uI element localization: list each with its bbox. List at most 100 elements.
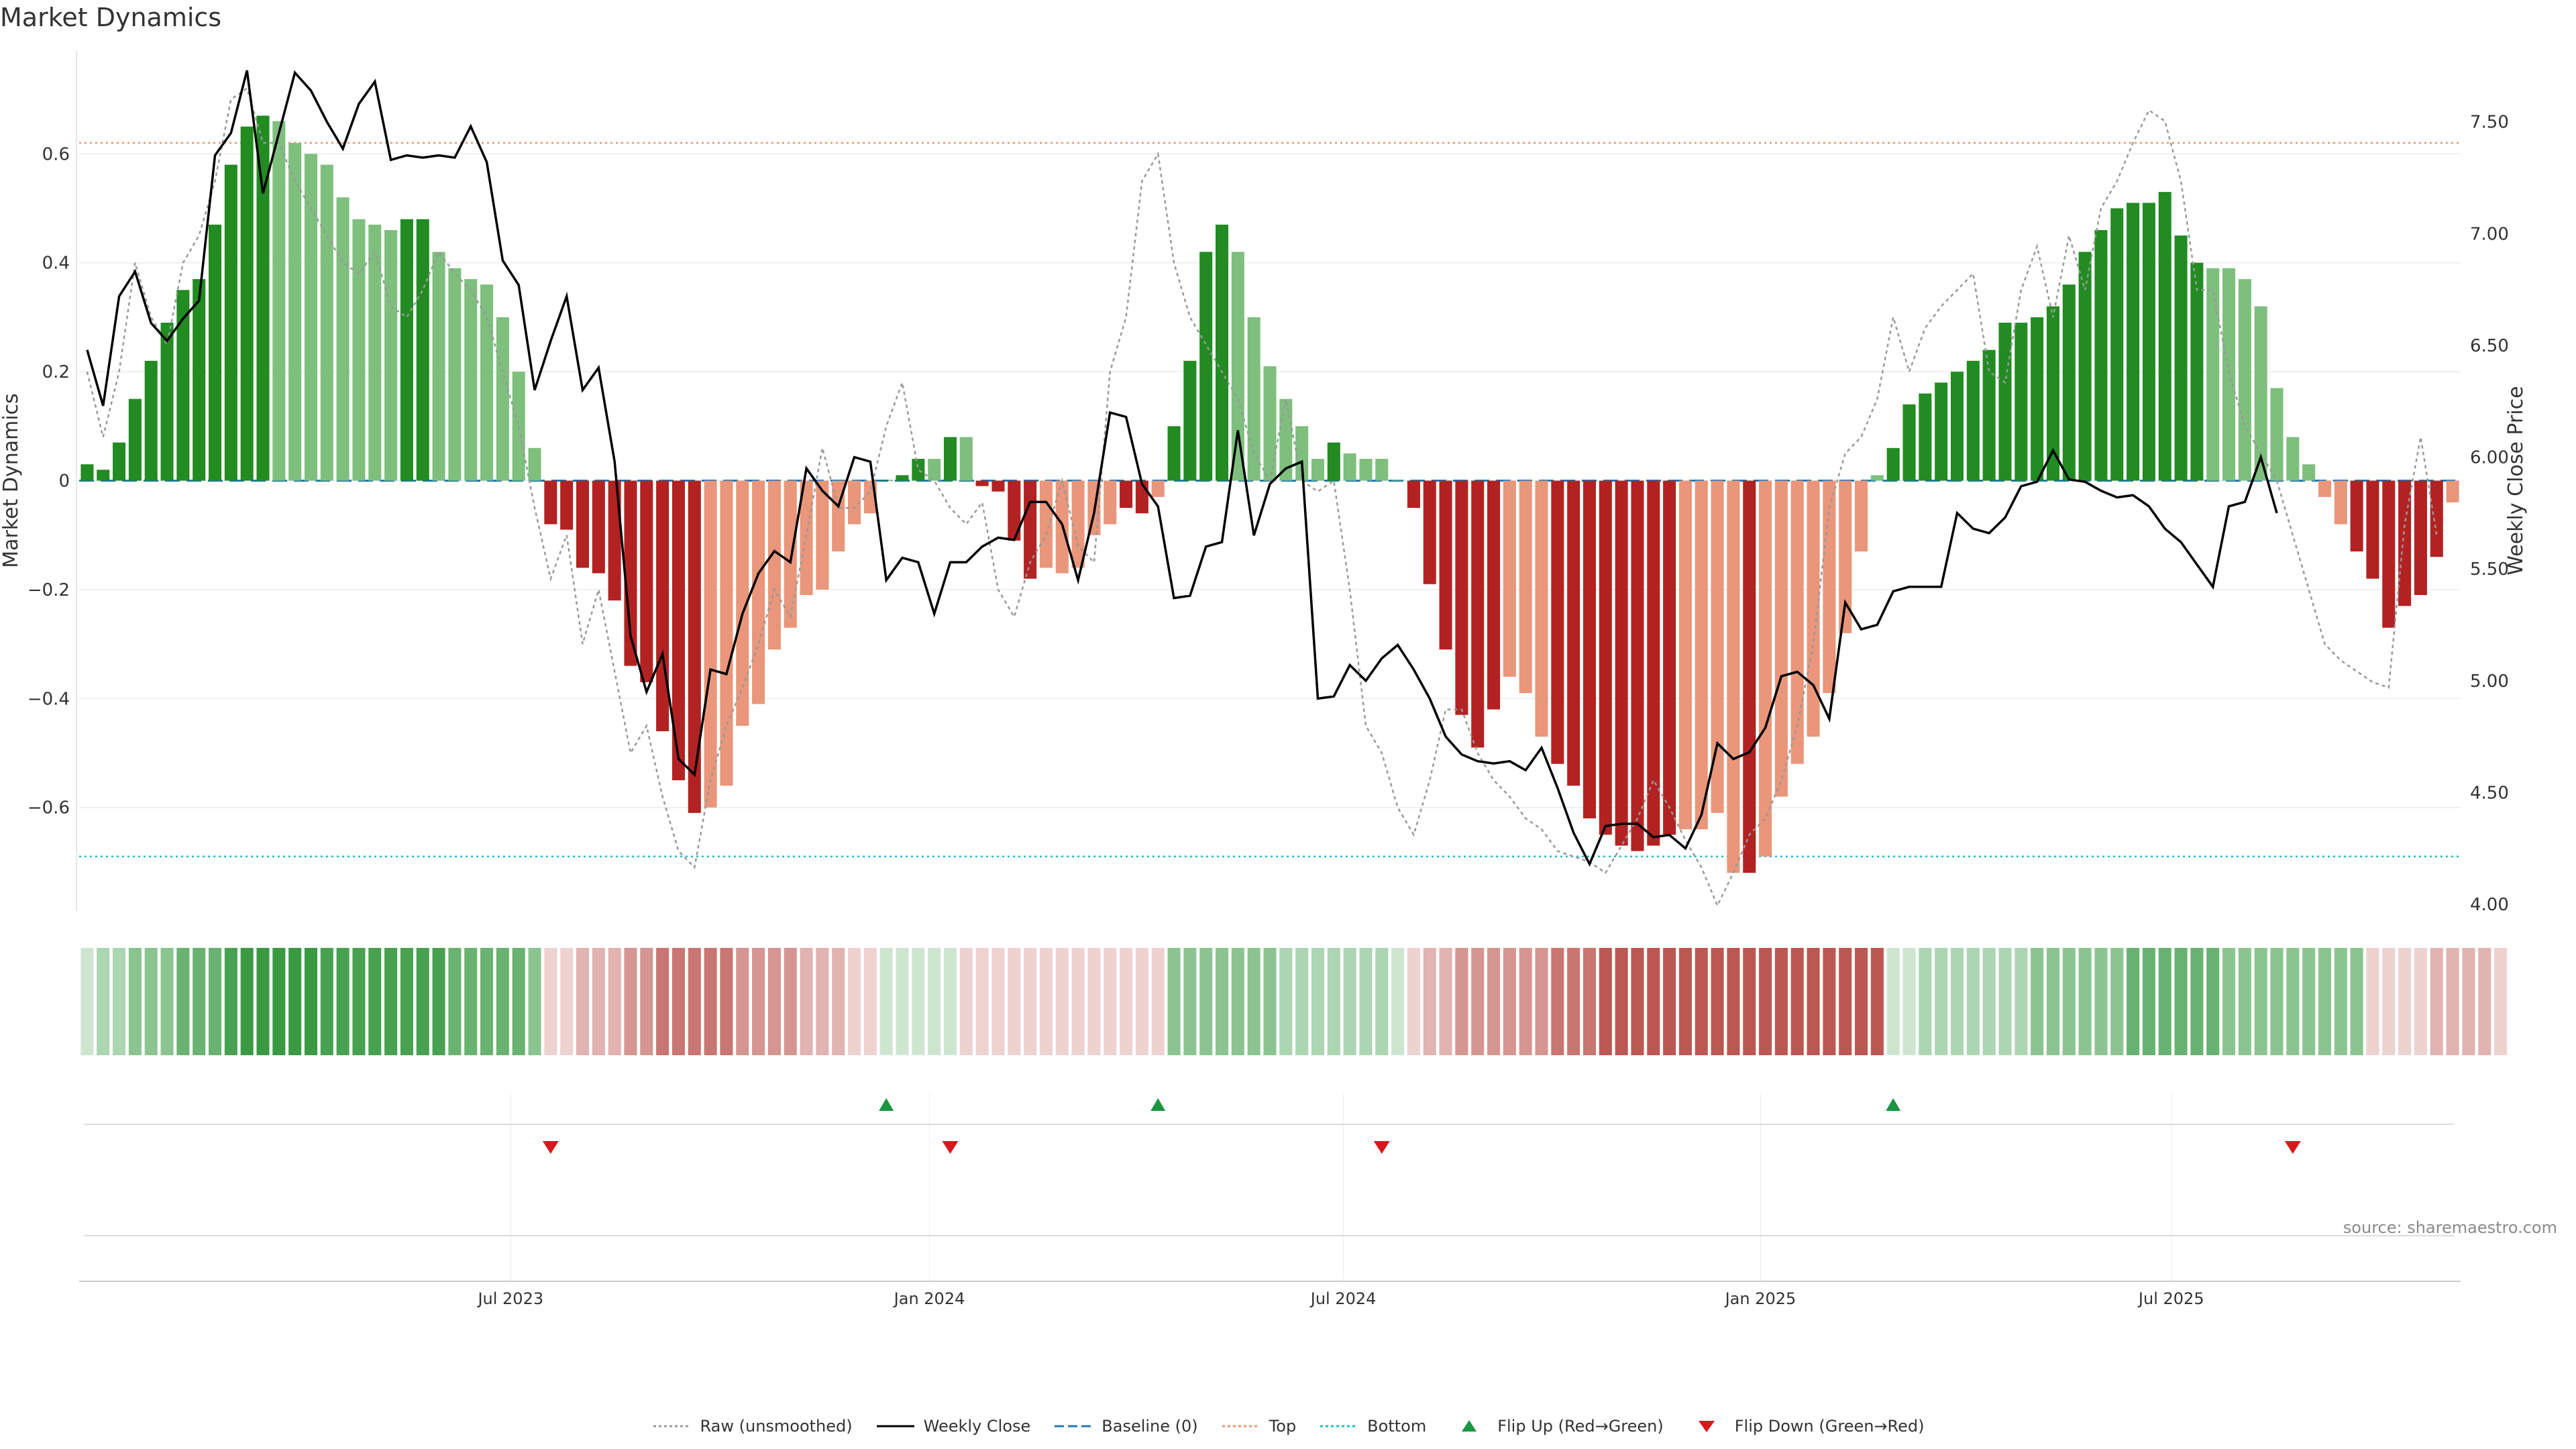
strip-cell bbox=[448, 948, 462, 1055]
strip-cell bbox=[1135, 948, 1148, 1055]
strip-cell bbox=[1727, 948, 1740, 1055]
bar bbox=[688, 480, 701, 813]
y-tick-label: 0 bbox=[58, 472, 70, 492]
strip-cell bbox=[1870, 948, 1884, 1055]
bar bbox=[592, 480, 605, 574]
strip-cell bbox=[1647, 948, 1660, 1055]
legend-label: Weekly Close bbox=[923, 1417, 1031, 1436]
strip-cell bbox=[1695, 948, 1708, 1055]
y2-tick-label: 6.50 bbox=[2470, 336, 2509, 356]
strip-cell bbox=[2494, 948, 2508, 1055]
bar bbox=[975, 480, 989, 486]
bar bbox=[1024, 480, 1037, 579]
strip-cell bbox=[1311, 948, 1325, 1055]
bar bbox=[672, 480, 685, 781]
bar bbox=[1455, 480, 1468, 715]
bar bbox=[576, 480, 590, 568]
legend-swatch bbox=[1698, 1421, 1715, 1432]
strip-cell bbox=[863, 948, 877, 1055]
strip-cell bbox=[2174, 948, 2188, 1055]
bar bbox=[160, 323, 174, 481]
legend-label: Top bbox=[1269, 1417, 1297, 1436]
strip-cell bbox=[2062, 948, 2076, 1055]
strip-cell bbox=[2206, 948, 2220, 1055]
bar bbox=[1599, 480, 1612, 835]
bar bbox=[1439, 480, 1452, 650]
strip-cell bbox=[672, 948, 685, 1055]
strip-cell bbox=[1455, 948, 1468, 1055]
strip-cell bbox=[1104, 948, 1117, 1055]
bar bbox=[272, 121, 286, 481]
bar bbox=[2078, 252, 2092, 481]
x-tick-label: Jul 2025 bbox=[2137, 1289, 2204, 1308]
bar bbox=[928, 459, 941, 481]
bar bbox=[1008, 480, 1021, 541]
strip-cell bbox=[1599, 948, 1612, 1055]
bar bbox=[1759, 480, 1772, 857]
bar bbox=[1104, 480, 1117, 525]
bar bbox=[1582, 480, 1597, 818]
strip-cell bbox=[688, 948, 701, 1055]
strip-cell bbox=[1295, 948, 1309, 1055]
strip-cell bbox=[1886, 948, 1900, 1055]
bar bbox=[2430, 480, 2443, 557]
bar bbox=[1790, 480, 1804, 764]
legend-item: Weekly Close bbox=[875, 1417, 1031, 1436]
bar bbox=[608, 480, 621, 601]
strip-cell bbox=[193, 948, 206, 1055]
strip-cell bbox=[1631, 948, 1644, 1055]
strip-cell bbox=[1839, 948, 1852, 1055]
strip-cell bbox=[2127, 948, 2140, 1055]
strip-cell bbox=[608, 948, 621, 1055]
strip-cell bbox=[2366, 948, 2379, 1055]
strip-cell bbox=[2302, 948, 2316, 1055]
strip-cell bbox=[959, 948, 973, 1055]
legend-flip-down-icon bbox=[1698, 1421, 1715, 1432]
y2-tick-label: 5.50 bbox=[2470, 559, 2509, 580]
bar bbox=[1071, 480, 1085, 568]
strip-cell bbox=[304, 948, 317, 1055]
bar bbox=[2046, 306, 2059, 481]
strip-cell bbox=[2046, 948, 2059, 1055]
y-tick-label: 0.2 bbox=[42, 362, 70, 382]
bar bbox=[2398, 480, 2412, 606]
strip-cell bbox=[128, 948, 142, 1055]
y2-tick-label: 4.50 bbox=[2470, 783, 2509, 803]
legend-swatch bbox=[876, 1425, 914, 1428]
bar bbox=[991, 480, 1005, 492]
strip-cell bbox=[704, 948, 717, 1055]
strip-cell bbox=[2318, 948, 2332, 1055]
bar bbox=[1902, 404, 1916, 481]
bar bbox=[128, 398, 142, 481]
strip-cell bbox=[1087, 948, 1101, 1055]
strip-cell bbox=[1950, 948, 1964, 1055]
y-tick-label: 0.6 bbox=[42, 144, 70, 164]
strip-cell bbox=[1759, 948, 1772, 1055]
strip-cell bbox=[1183, 948, 1197, 1055]
strip-cell bbox=[240, 948, 254, 1055]
bar bbox=[1359, 459, 1373, 481]
strip-cell bbox=[2286, 948, 2300, 1055]
bar bbox=[2127, 203, 2140, 481]
strip-cell bbox=[2094, 948, 2108, 1055]
legend-label: Flip Up (Red→Green) bbox=[1497, 1417, 1664, 1436]
strip-cell bbox=[2334, 948, 2347, 1055]
legend-label: Bottom bbox=[1367, 1417, 1427, 1436]
bar bbox=[1375, 459, 1389, 481]
strip-cell bbox=[2382, 948, 2396, 1055]
bar bbox=[2062, 284, 2076, 481]
bar bbox=[704, 480, 717, 808]
source-credit: source: sharemaestro.com bbox=[2343, 1218, 2557, 1237]
bar bbox=[208, 224, 222, 481]
strip-cell bbox=[912, 948, 925, 1055]
legend-swatch bbox=[1222, 1425, 1260, 1428]
flip-down-marker bbox=[542, 1141, 559, 1154]
strip-cell bbox=[752, 948, 765, 1055]
strip-cell bbox=[1582, 948, 1597, 1055]
bar bbox=[1886, 447, 1900, 481]
bar bbox=[1535, 480, 1548, 737]
strip-cell bbox=[2031, 948, 2044, 1055]
strip-cell bbox=[991, 948, 1005, 1055]
bar bbox=[1503, 480, 1516, 677]
